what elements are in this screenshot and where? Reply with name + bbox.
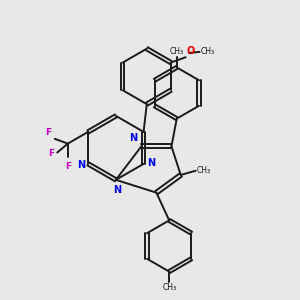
Text: N: N [129, 133, 137, 143]
Text: CH₃: CH₃ [170, 47, 184, 56]
Text: N: N [147, 158, 155, 168]
Text: F: F [46, 128, 52, 137]
Text: CH₃: CH₃ [162, 283, 176, 292]
Text: N: N [77, 160, 85, 170]
Text: CH₃: CH₃ [201, 47, 215, 56]
Text: O: O [187, 46, 195, 56]
Text: CH₃: CH₃ [197, 166, 211, 175]
Text: F: F [48, 149, 54, 158]
Text: F: F [65, 162, 71, 171]
Text: N: N [113, 185, 121, 195]
